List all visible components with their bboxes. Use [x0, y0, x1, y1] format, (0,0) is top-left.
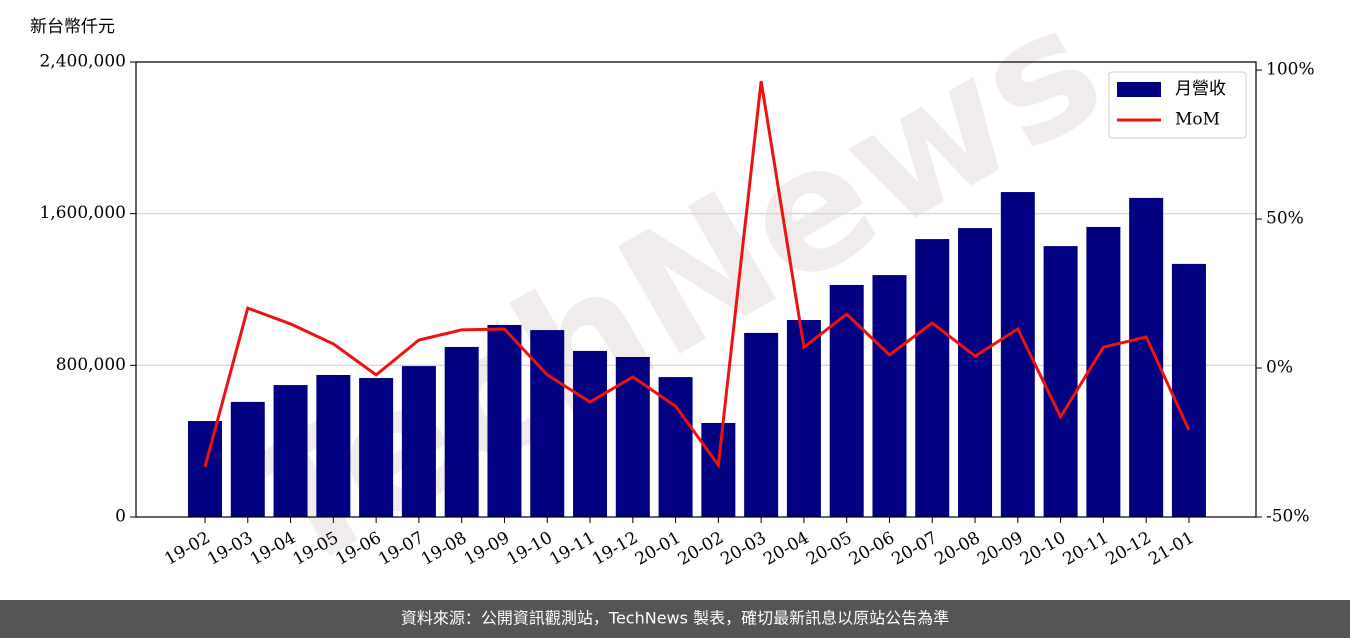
bar [188, 421, 222, 517]
legend-label: MoM [1175, 110, 1220, 130]
x-tick-label: 20-08 [931, 528, 983, 570]
bar [958, 228, 993, 517]
bar [230, 401, 265, 517]
y2-tick-label: -50% [1266, 507, 1310, 527]
x-tick-label: 21-01 [1145, 528, 1197, 570]
bar [829, 284, 864, 517]
x-tick-label: 19-03 [204, 528, 256, 570]
bar [1171, 263, 1206, 517]
x-tick-label: 19-11 [546, 528, 598, 570]
x-tick-label: 19-02 [161, 528, 213, 570]
bar [273, 385, 308, 517]
x-tick-label: 20-07 [889, 528, 941, 570]
x-tick-label: 20-12 [1102, 528, 1154, 570]
bar [872, 275, 907, 517]
y-tick-label: 0 [115, 507, 126, 527]
y-tick-label: 800,000 [56, 355, 126, 375]
x-tick-label: 19-09 [461, 528, 513, 570]
x-tick-label: 20-05 [803, 528, 855, 570]
bar [786, 320, 821, 517]
x-tick-label: 19-12 [589, 528, 641, 570]
y2-tick-label: 100% [1266, 60, 1315, 80]
legend-label: 月營收 [1175, 79, 1226, 99]
bar [744, 332, 779, 517]
plot-frame [135, 61, 1257, 518]
bar [530, 330, 565, 517]
bar [1086, 226, 1121, 517]
x-tick-label: 20-04 [760, 528, 812, 570]
footer: 資料來源：公開資訊觀測站，TechNews 製表，確切最新訊息以原站公告為準 [401, 609, 949, 628]
x-tick-label: 20-06 [846, 528, 898, 570]
y-tick-label: 1,600,000 [39, 203, 126, 223]
y-tick-label: 2,400,000 [39, 52, 126, 72]
bar [615, 356, 650, 517]
bar [359, 378, 394, 517]
watermark: TechNews [215, 0, 1134, 612]
x-tick-label: 20-01 [632, 528, 684, 570]
bar [1129, 197, 1164, 517]
bar [658, 377, 693, 517]
bar [1043, 246, 1078, 517]
bar [401, 366, 436, 517]
x-tick-label: 20-09 [974, 528, 1026, 570]
x-tick-label: 20-02 [675, 528, 727, 570]
x-tick-label: 19-10 [504, 528, 556, 570]
legend: 月營收 MoM [1108, 71, 1247, 139]
bar [573, 350, 608, 517]
y2-tick-label: 0% [1266, 358, 1293, 378]
bar [444, 346, 479, 517]
bar [701, 422, 736, 517]
y2-tick-label: 50% [1266, 209, 1304, 229]
bar [316, 375, 351, 517]
x-tick-label: 20-03 [717, 528, 769, 570]
bar [487, 324, 522, 517]
unit-label: 新台幣仟元 [30, 17, 115, 37]
x-tick-label: 20-11 [1060, 528, 1112, 570]
legend-swatch [1117, 82, 1161, 97]
bar [915, 239, 950, 517]
line [203, 80, 1191, 470]
footer-band [0, 600, 1350, 638]
x-tick-label: 20-10 [1017, 528, 1069, 570]
